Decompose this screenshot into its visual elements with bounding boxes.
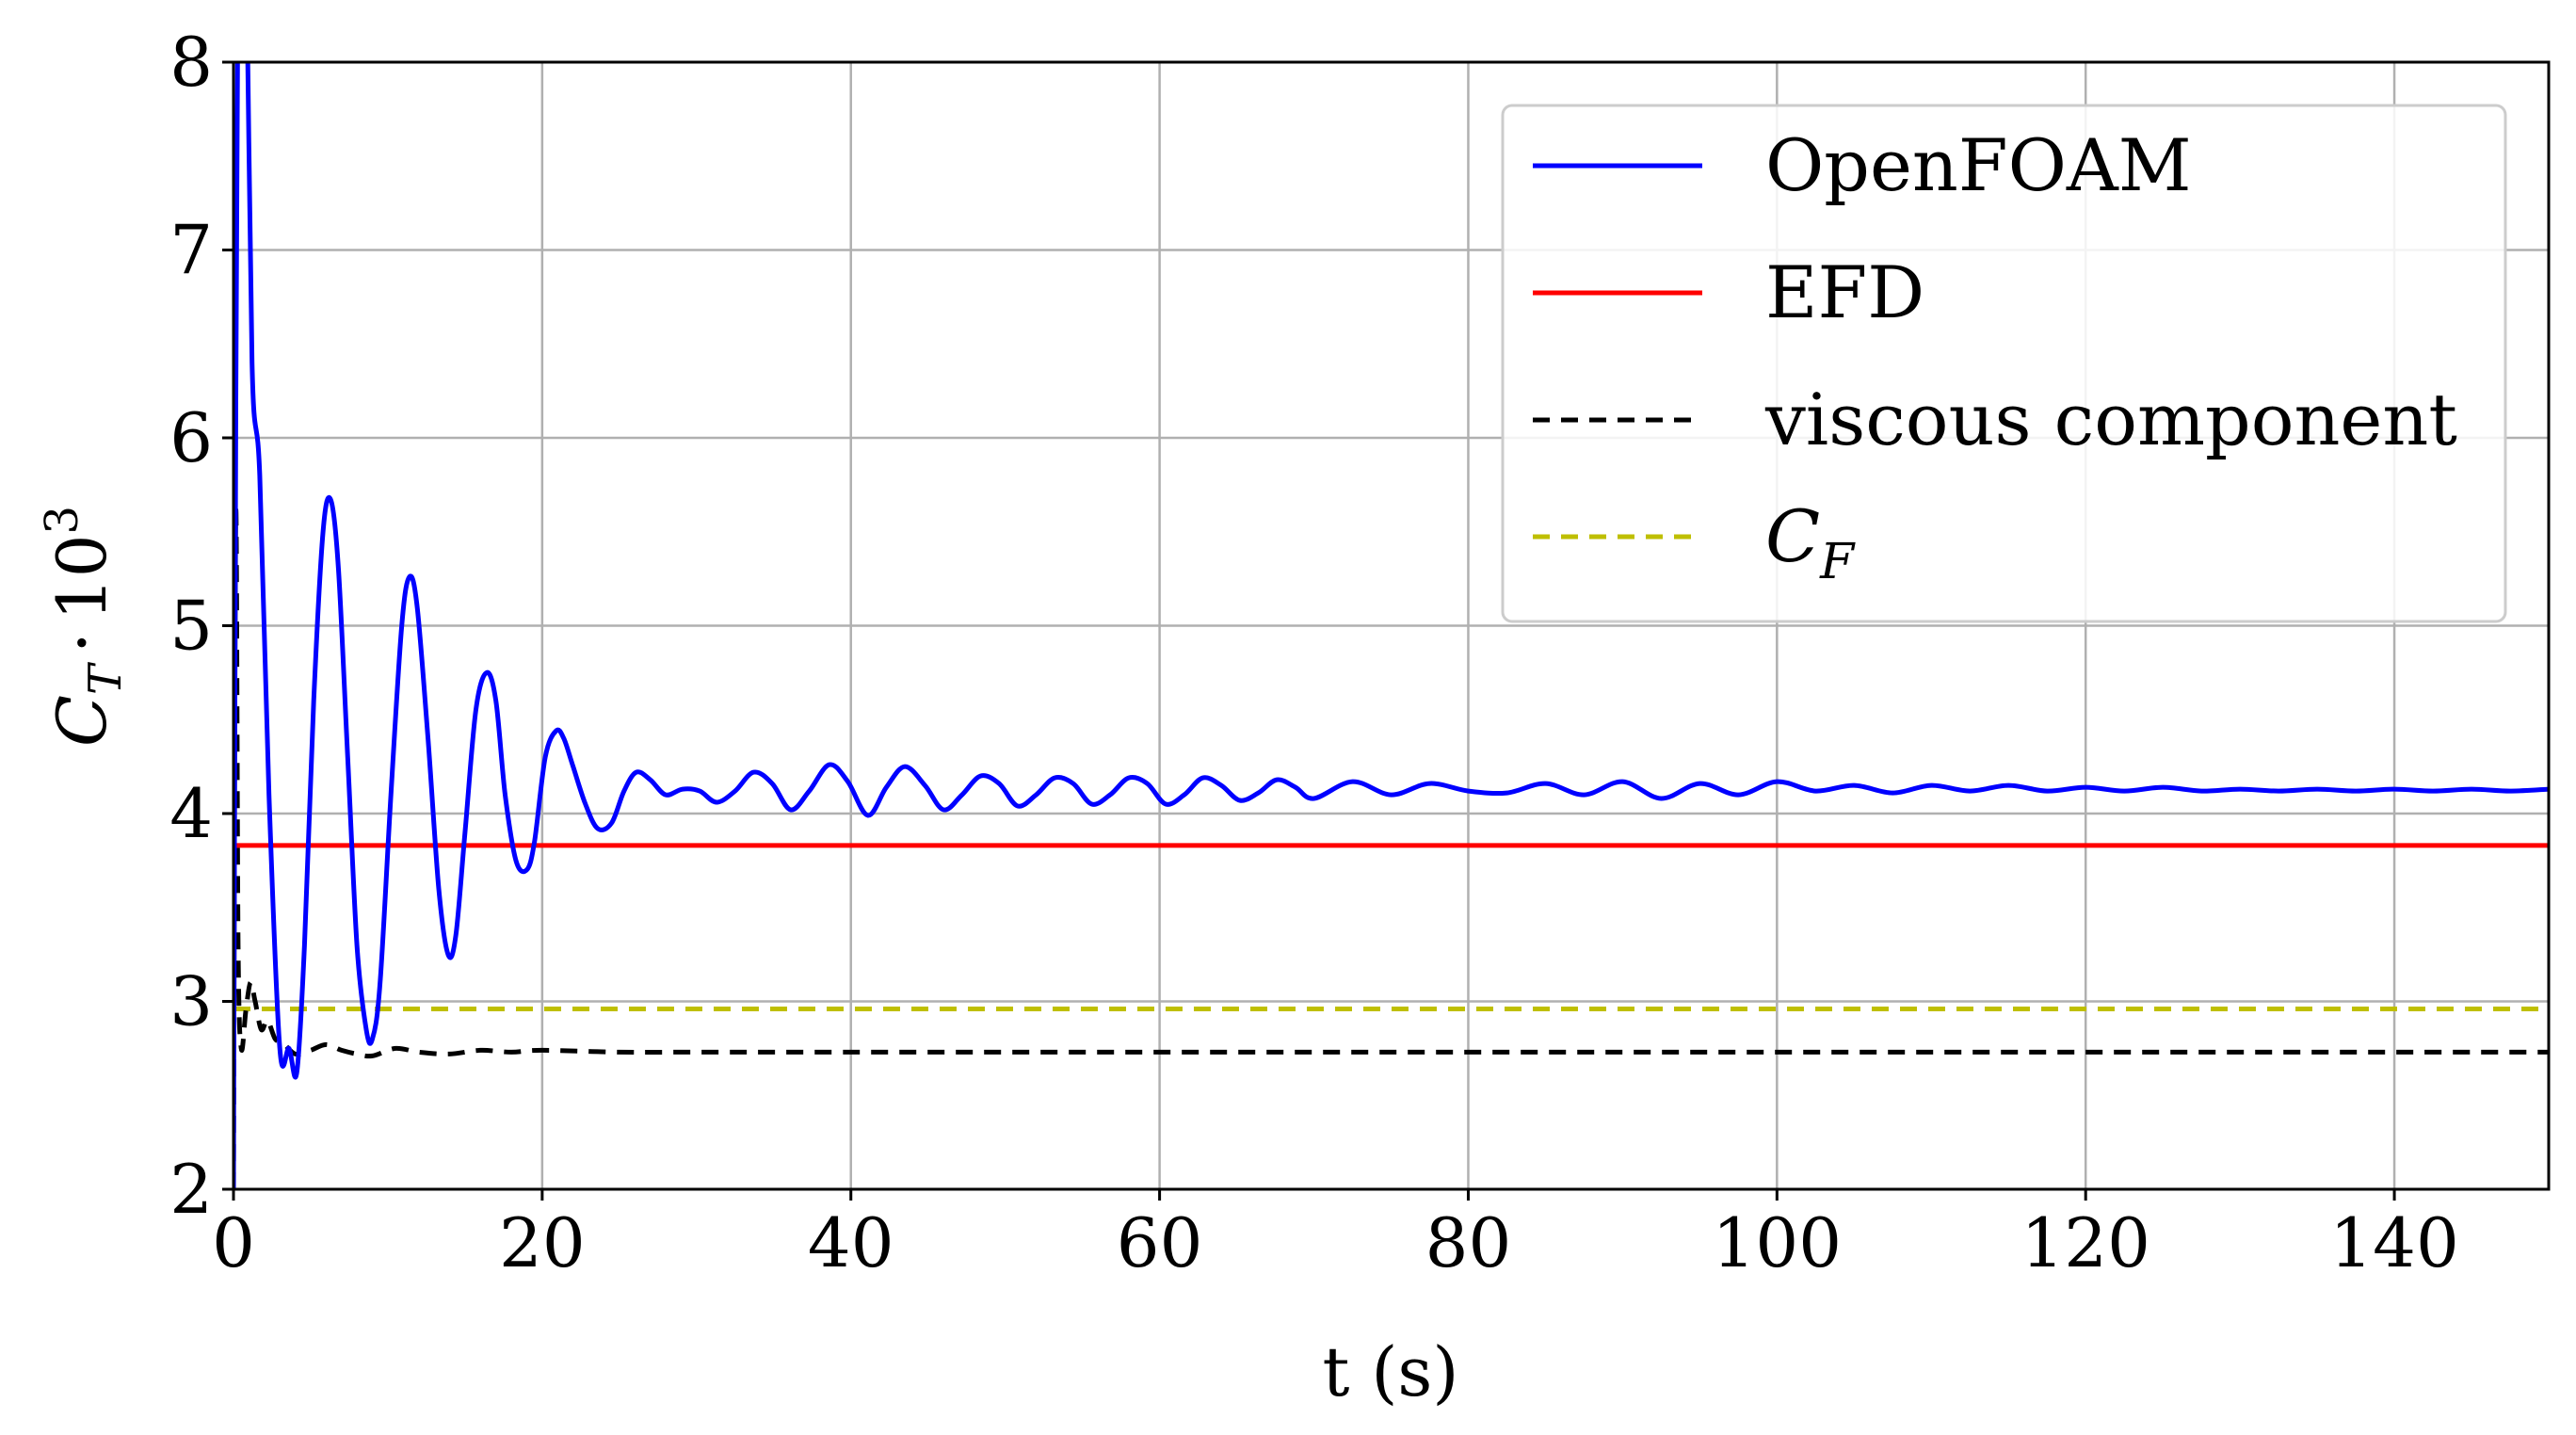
y-tick-label: 6 [169, 398, 213, 477]
x-tick-label: 20 [499, 1203, 586, 1282]
legend: OpenFOAM EFD viscous component CF [1501, 104, 2507, 623]
legend-box [1501, 104, 2507, 623]
legend-label-openfoam: OpenFOAM [1765, 123, 2192, 207]
y-axis-label-operator: · [42, 632, 121, 653]
series-openfoam-line [233, 62, 2549, 1189]
x-tick-label: 120 [2021, 1203, 2149, 1282]
legend-label-cf-subscript: F [1819, 534, 1856, 590]
legend-label-efd: EFD [1765, 250, 1924, 334]
y-axis-label-exponent: 3 [36, 506, 89, 535]
y-tick-label: 3 [169, 962, 213, 1041]
y-tick-label: 5 [169, 587, 213, 666]
svg-text:CT·103: CT · 103 [36, 506, 132, 747]
legend-label-viscous: viscous component [1764, 378, 2457, 461]
y-tick-labels: 2 3 4 5 6 7 8 [169, 23, 213, 1229]
x-tick-label: 80 [1425, 1203, 1512, 1282]
series-layer [233, 62, 2549, 1189]
y-tick-label: 2 [169, 1150, 213, 1229]
y-tick-label: 8 [169, 23, 213, 102]
x-tick-label: 0 [212, 1203, 255, 1282]
series-viscous-component-line [233, 508, 2549, 1189]
y-axis-label-subscript: T [79, 662, 132, 695]
x-tick-label: 60 [1117, 1203, 1203, 1282]
y-axis-label-symbol: C [42, 695, 121, 747]
y-tick-label: 7 [169, 211, 213, 290]
ticks [222, 60, 2396, 1201]
x-tick-label: 100 [1713, 1203, 1842, 1282]
legend-label-cf: CF [1765, 494, 1856, 590]
y-axis-label-base: 10 [42, 534, 121, 621]
y-tick-label: 4 [169, 774, 213, 853]
x-axis-label: t (s) [1323, 1332, 1459, 1411]
x-tick-label: 40 [808, 1203, 894, 1282]
x-tick-label: 140 [2329, 1203, 2458, 1282]
x-tick-labels: 0 20 40 60 80 100 120 140 [212, 1203, 2459, 1282]
y-axis-label: CT · 103 [36, 506, 132, 747]
legend-label-cf-symbol: C [1765, 494, 1820, 578]
